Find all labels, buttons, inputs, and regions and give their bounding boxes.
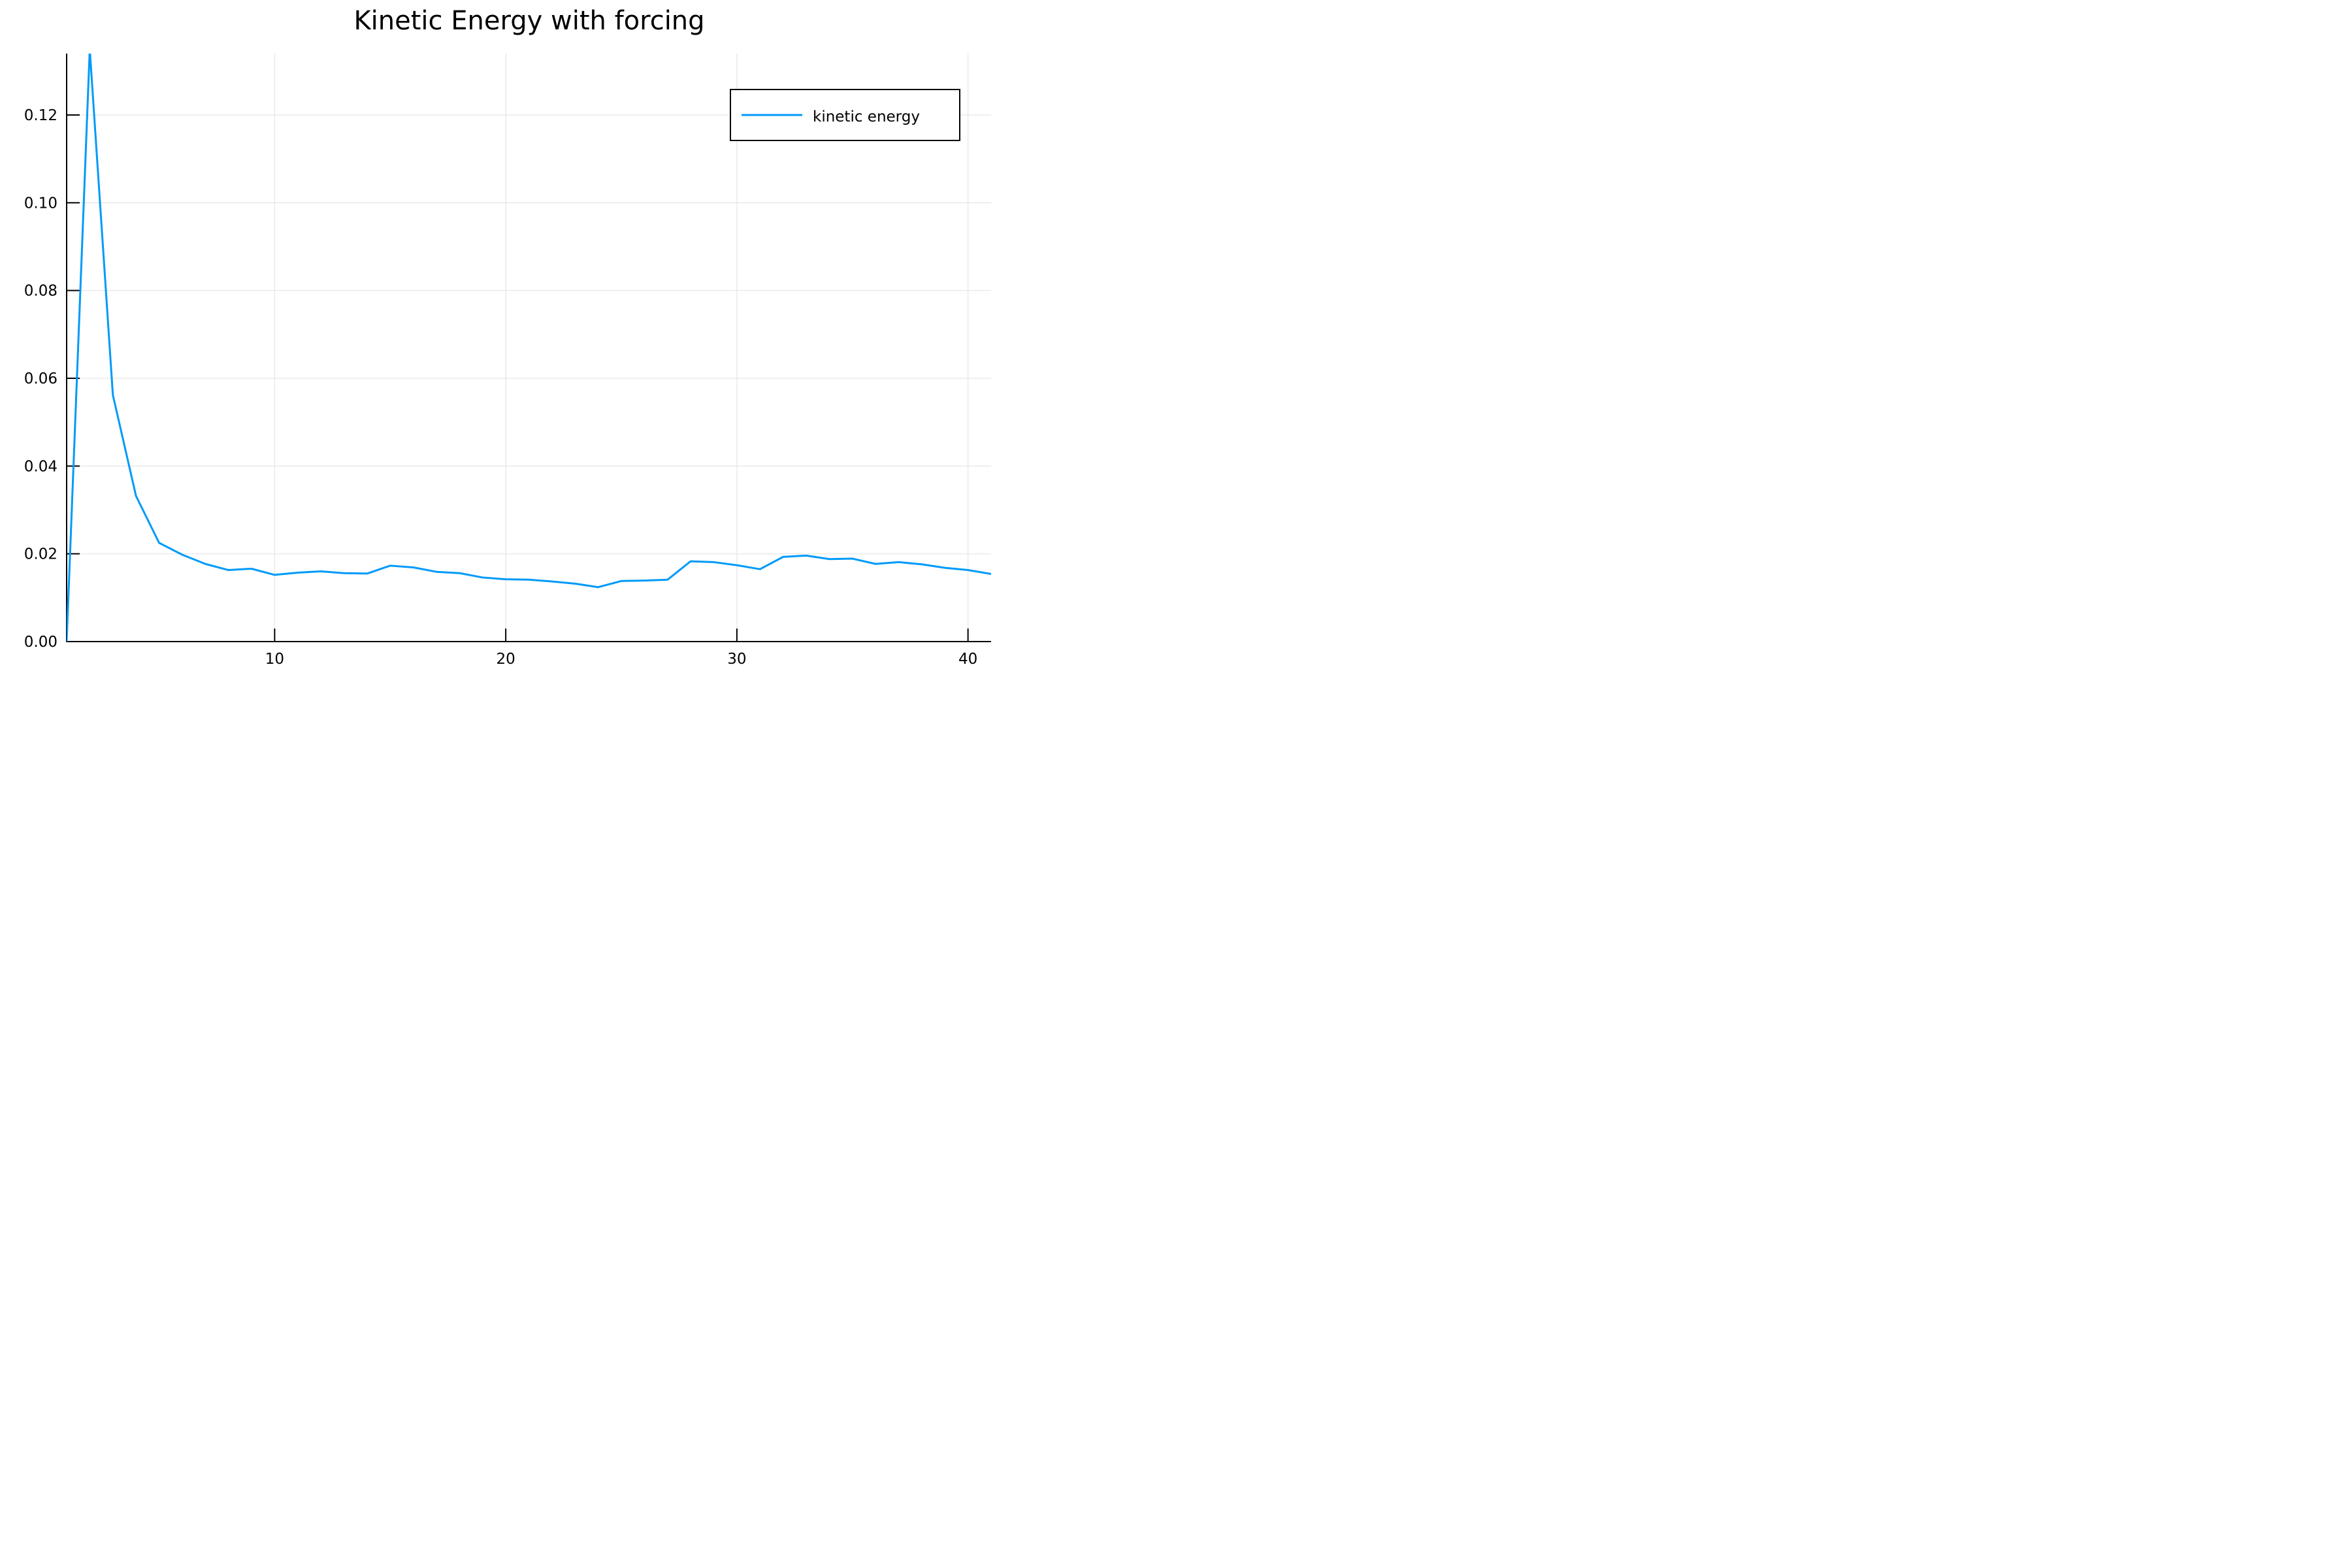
y-tick-label: 0.10 (24, 195, 57, 212)
y-tick-label: 0.08 (24, 283, 57, 300)
chart: Kinetic Energy with forcing 10 20 30 40 0.00… (24, 6, 991, 668)
y-tick-label: 0.12 (24, 107, 57, 124)
legend: kinetic energy (730, 89, 960, 141)
y-tick-label: 0.04 (24, 458, 57, 475)
series-group (67, 54, 991, 642)
tick-labels: 10 20 30 40 0.00 0.02 0.04 0.06 0.08 0.10 0.12 (24, 107, 977, 668)
y-tick-label: 0.06 (24, 370, 57, 387)
x-tick-label: 10 (265, 651, 284, 668)
y-tick-label: 0.00 (24, 634, 57, 651)
x-tick-label: 20 (496, 651, 515, 668)
y-tick-label: 0.02 (24, 546, 57, 563)
x-tick-label: 30 (727, 651, 746, 668)
grid (67, 54, 991, 642)
legend-label: kinetic energy (813, 108, 920, 125)
x-tick-label: 40 (958, 651, 977, 668)
series-line-kinetic-energy (67, 54, 991, 642)
chart-title: Kinetic Energy with forcing (353, 6, 704, 36)
